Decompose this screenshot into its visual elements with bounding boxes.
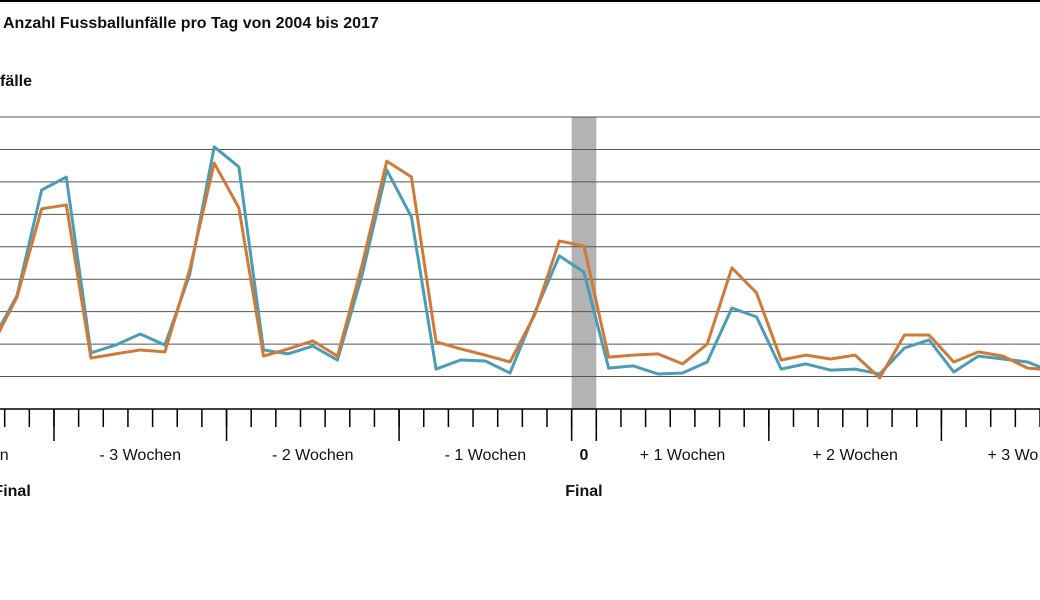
x-tick-label: + 3 Wo: [987, 447, 1038, 464]
x-tick-label: - 1 Wochen: [445, 447, 527, 464]
x-tick-label: en: [0, 447, 9, 464]
final-band: [571, 117, 597, 409]
x-tick-label: + 1 Wochen: [640, 447, 726, 464]
annotation: Final: [565, 483, 602, 500]
x-tick-label: - 2 Wochen: [272, 447, 354, 464]
x-tick-label: 0: [580, 447, 589, 464]
x-tick-label: + 2 Wochen: [812, 447, 898, 464]
x-tick-label: - 3 Wochen: [99, 447, 181, 464]
y-axis-label: fälle: [0, 73, 32, 90]
series-line: [0, 159, 1040, 380]
chart-title: Anzahl Fussballunfälle pro Tag von 2004 …: [3, 15, 379, 32]
annotation: Final: [0, 483, 31, 500]
